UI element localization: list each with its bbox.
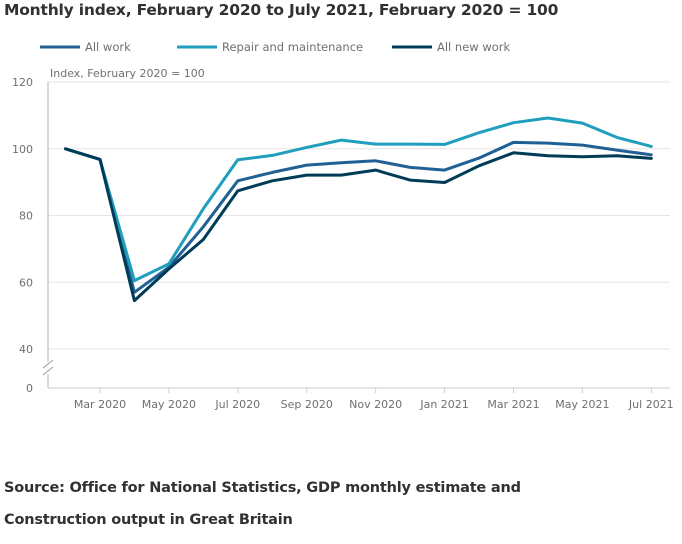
legend-label: All work (85, 40, 131, 54)
x-tick-label: Jul 2021 (628, 398, 674, 411)
series-line-repair-and-maintenance (64, 116, 653, 283)
source-note-line-1: Source: Office for National Statistics, … (4, 480, 521, 496)
legend-item: All work (40, 40, 131, 54)
x-tick-label: Mar 2020 (74, 398, 126, 411)
series-lines (64, 116, 653, 303)
axis-break-mark (42, 366, 54, 376)
x-tick-label: Jan 2021 (419, 398, 468, 411)
x-tick-label: Jul 2020 (214, 398, 260, 411)
legend-item: Repair and maintenance (177, 40, 363, 54)
line-chart: All work Repair and maintenance All new wo… (12, 40, 674, 411)
axis-break-mark (42, 359, 54, 369)
series-line-all-work (64, 140, 653, 294)
x-tick-label: Nov 2020 (349, 398, 402, 411)
y-tick-label: 120 (12, 76, 33, 89)
y-tick-label: 100 (12, 143, 33, 156)
y-axis-label: Index, February 2020 = 100 (50, 67, 205, 80)
y-tick-label: 80 (19, 210, 33, 223)
source-note-line-2: Construction output in Great Britain (4, 512, 293, 528)
x-tick-label: May 2021 (555, 398, 609, 411)
x-tick-label: Sep 2020 (281, 398, 333, 411)
axes: 0 40 60 80 100 120 Mar 2020 May 2020 Jul 2020 Sep… (12, 76, 674, 411)
legend-label: Repair and maintenance (222, 40, 363, 54)
gridlines (48, 81, 670, 350)
y-tick-label: 60 (19, 276, 33, 289)
y-tick-label: 0 (26, 382, 33, 395)
legend-label: All new work (437, 40, 511, 54)
legend: All work Repair and maintenance All new wo… (40, 40, 511, 54)
y-tick-label: 40 (19, 343, 33, 356)
series-line-all-new-work (64, 147, 653, 303)
x-tick-label: May 2020 (142, 398, 196, 411)
legend-item: All new work (392, 40, 511, 54)
x-tick-label: Mar 2021 (487, 398, 539, 411)
chart-title: Monthly index, February 2020 to July 202… (4, 1, 559, 19)
